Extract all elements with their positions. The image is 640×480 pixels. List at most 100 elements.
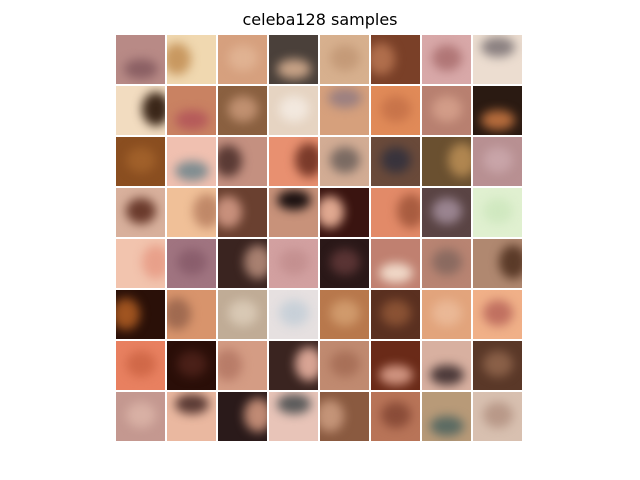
- sample-image-feature: [177, 249, 207, 275]
- sample-image-tile: [422, 86, 471, 135]
- sample-image-tile: [371, 137, 420, 186]
- sample-image-feature: [483, 198, 513, 224]
- sample-image-feature: [126, 351, 156, 377]
- sample-image-feature: [381, 147, 411, 173]
- sample-image-tile: [167, 290, 216, 339]
- sample-image-feature: [228, 300, 258, 326]
- sample-image-feature: [483, 147, 513, 173]
- sample-image-feature: [124, 59, 158, 79]
- sample-image-tile: [371, 392, 420, 441]
- sample-image-feature: [142, 92, 165, 126]
- sample-image-feature: [371, 43, 395, 75]
- sample-image-tile: [371, 188, 420, 237]
- sample-image-feature: [126, 402, 156, 428]
- sample-image-tile: [269, 188, 318, 237]
- sample-image-feature: [175, 394, 209, 414]
- sample-image-tile: [116, 35, 165, 84]
- sample-image-feature: [277, 190, 311, 210]
- sample-image-feature: [228, 96, 258, 122]
- sample-image-tile: [473, 188, 522, 237]
- sample-image-feature: [279, 249, 309, 275]
- sample-image-tile: [116, 188, 165, 237]
- sample-image-feature: [295, 143, 318, 177]
- sample-image-feature: [193, 194, 216, 228]
- sample-image-feature: [142, 245, 165, 279]
- sample-image-feature: [432, 45, 462, 71]
- sample-image-tile: [269, 290, 318, 339]
- sample-image-feature: [320, 400, 344, 432]
- sample-image-feature: [481, 37, 515, 57]
- sample-image-tile: [422, 290, 471, 339]
- sample-image-tile: [218, 137, 267, 186]
- sample-image-tile: [422, 239, 471, 288]
- sample-image-tile: [167, 239, 216, 288]
- sample-image-tile: [218, 188, 267, 237]
- sample-image-tile: [422, 137, 471, 186]
- sample-image-feature: [483, 351, 513, 377]
- sample-image-tile: [422, 341, 471, 390]
- sample-image-tile: [218, 86, 267, 135]
- sample-image-feature: [330, 147, 360, 173]
- sample-image-tile: [269, 137, 318, 186]
- sample-image-feature: [277, 59, 311, 79]
- sample-image-tile: [320, 188, 369, 237]
- sample-image-feature: [116, 298, 140, 330]
- sample-image-tile: [116, 137, 165, 186]
- sample-image-feature: [381, 300, 411, 326]
- sample-image-feature: [177, 351, 207, 377]
- sample-image-tile: [371, 290, 420, 339]
- sample-image-feature: [328, 88, 362, 108]
- sample-image-feature: [432, 300, 462, 326]
- sample-image-feature: [228, 45, 258, 71]
- sample-image-tile: [167, 392, 216, 441]
- sample-image-feature: [167, 298, 191, 330]
- sample-image-tile: [320, 86, 369, 135]
- sample-image-feature: [499, 245, 522, 279]
- sample-image-tile: [167, 35, 216, 84]
- sample-image-feature: [381, 96, 411, 122]
- sample-image-feature: [330, 45, 360, 71]
- sample-image-tile: [269, 35, 318, 84]
- sample-image-tile: [473, 86, 522, 135]
- sample-image-feature: [295, 347, 318, 381]
- sample-image-feature: [432, 198, 462, 224]
- sample-image-feature: [320, 196, 344, 228]
- sample-image-feature: [430, 416, 464, 436]
- sample-image-tile: [473, 341, 522, 390]
- sample-image-tile: [218, 392, 267, 441]
- sample-image-tile: [167, 86, 216, 135]
- sample-image-tile: [473, 35, 522, 84]
- sample-image-tile: [371, 35, 420, 84]
- sample-image-feature: [218, 145, 242, 177]
- sample-image-tile: [371, 341, 420, 390]
- sample-image-tile: [167, 188, 216, 237]
- figure-title: celeba128 samples: [242, 10, 398, 29]
- sample-image-feature: [175, 110, 209, 130]
- sample-image-feature: [218, 349, 242, 381]
- sample-image-feature: [218, 196, 242, 228]
- sample-image-feature: [432, 249, 462, 275]
- sample-image-tile: [371, 86, 420, 135]
- sample-image-tile: [269, 86, 318, 135]
- sample-image-tile: [218, 239, 267, 288]
- sample-image-feature: [483, 402, 513, 428]
- sample-image-tile: [422, 35, 471, 84]
- sample-image-feature: [126, 198, 156, 224]
- sample-image-tile: [371, 239, 420, 288]
- sample-image-feature: [279, 96, 309, 122]
- sample-grid: [116, 35, 524, 441]
- sample-image-feature: [277, 394, 311, 414]
- sample-image-tile: [269, 341, 318, 390]
- sample-image-feature: [279, 300, 309, 326]
- sample-image-tile: [167, 341, 216, 390]
- sample-image-tile: [320, 341, 369, 390]
- sample-image-tile: [422, 392, 471, 441]
- sample-image-tile: [473, 137, 522, 186]
- sample-image-tile: [269, 239, 318, 288]
- sample-image-tile: [473, 392, 522, 441]
- sample-image-feature: [483, 300, 513, 326]
- sample-image-feature: [430, 365, 464, 385]
- sample-image-tile: [116, 86, 165, 135]
- sample-image-tile: [116, 341, 165, 390]
- sample-image-tile: [116, 290, 165, 339]
